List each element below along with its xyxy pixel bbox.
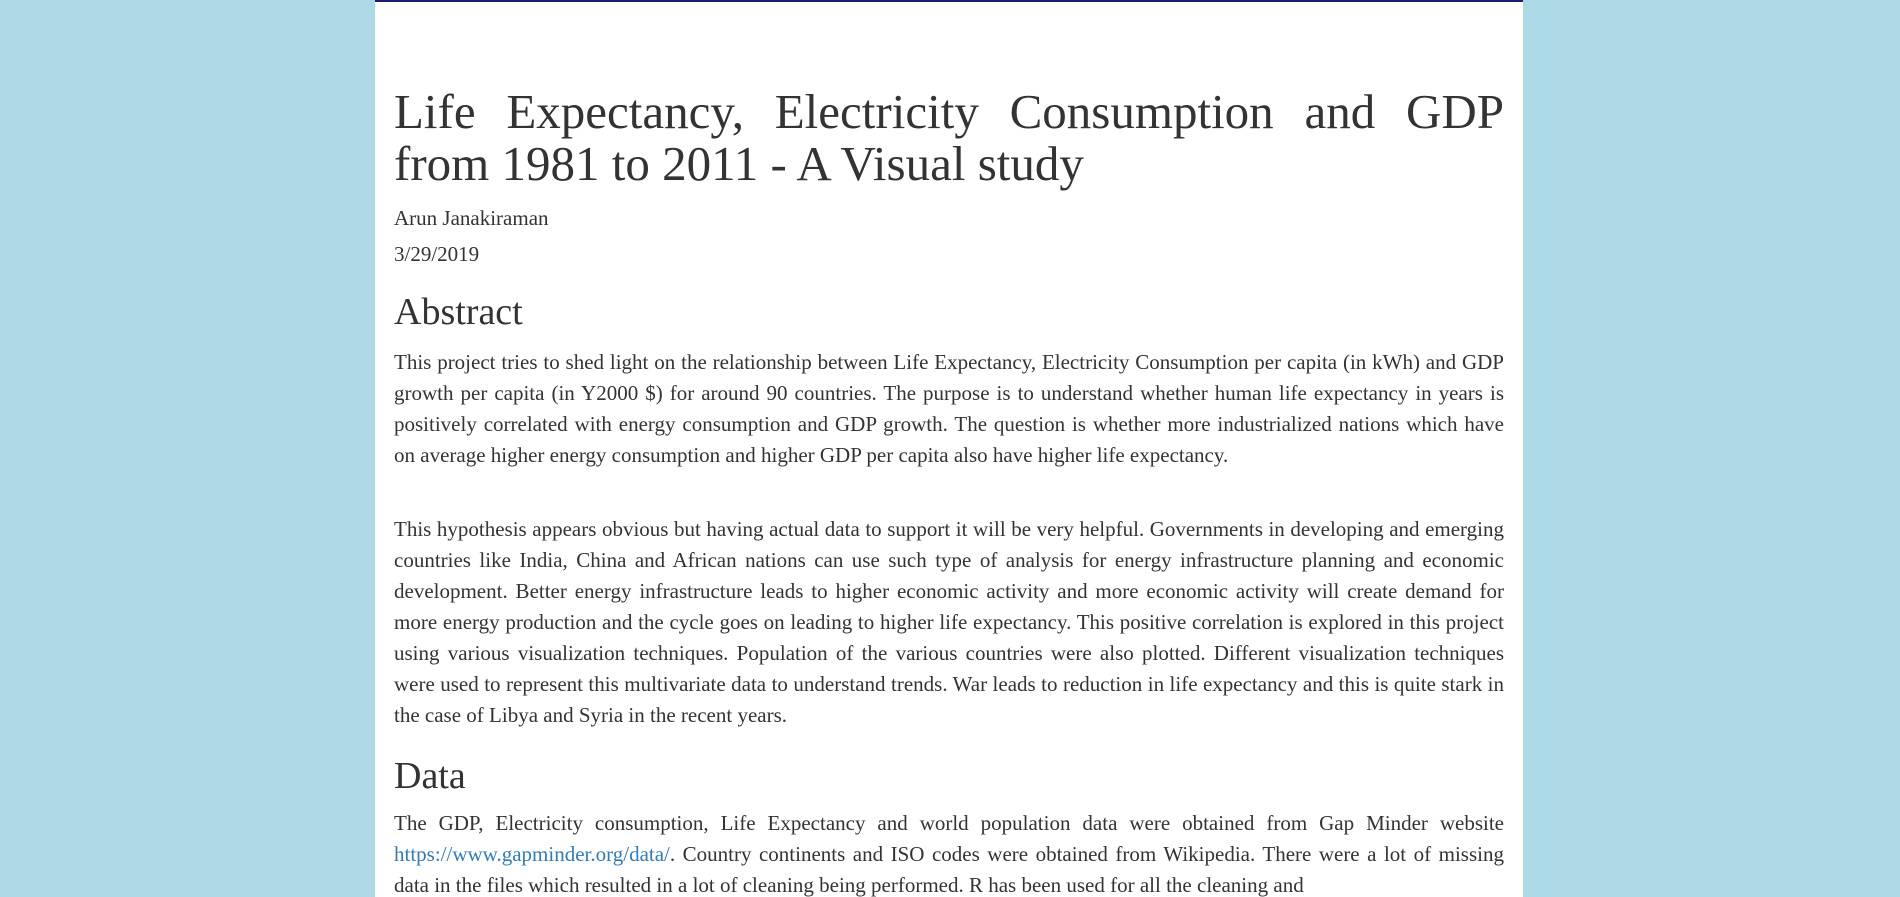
data-heading: Data xyxy=(394,755,466,797)
document-title: Life Expectancy, Electricity Consumption… xyxy=(394,84,1504,191)
abstract-paragraph-2: This hypothesis appears obvious but havi… xyxy=(394,517,1504,727)
data-paragraph: The GDP, Electricity consumption, Life E… xyxy=(394,808,1504,897)
gapminder-link[interactable]: https://www.gapminder.org/data/ xyxy=(394,842,670,866)
data-text-after-link: . Country continents and ISO codes were … xyxy=(394,842,1504,897)
document-author: Arun Janakiraman xyxy=(394,206,549,230)
document-date: 3/29/2019 xyxy=(394,242,480,266)
document-page: Life Expectancy, Electricity Consumption… xyxy=(375,0,1523,897)
abstract-paragraph-1: This project tries to shed light on the … xyxy=(394,350,1504,467)
abstract-heading: Abstract xyxy=(394,291,523,333)
data-text-before-link: The GDP, Electricity consumption, Life E… xyxy=(394,811,1504,835)
